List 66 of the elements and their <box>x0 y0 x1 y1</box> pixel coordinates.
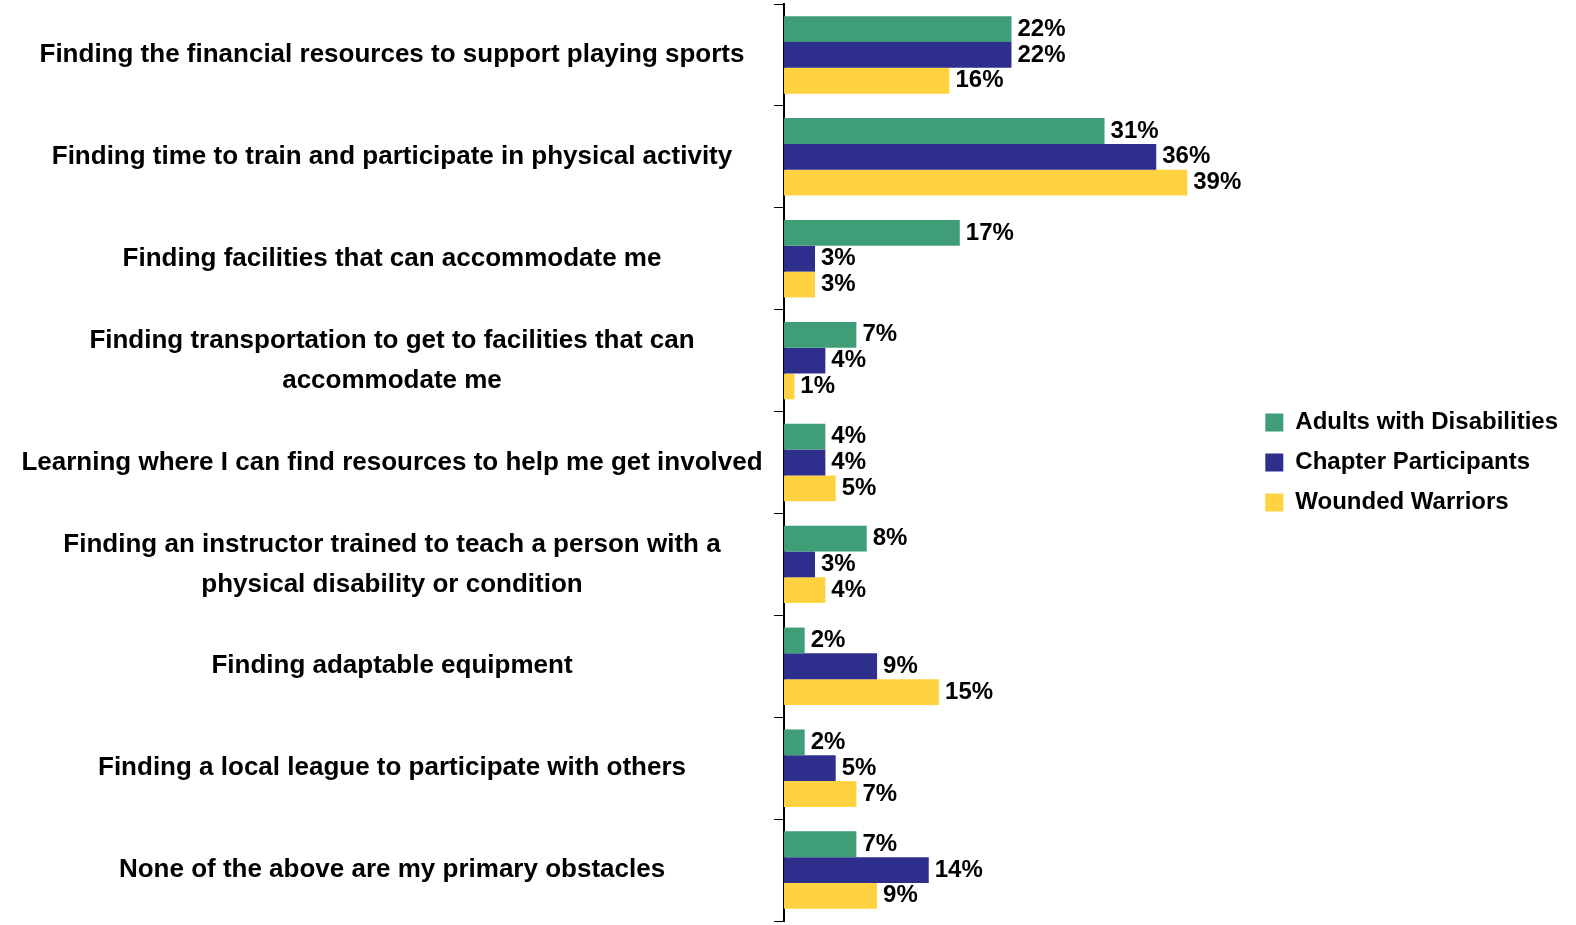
data-label: 5% <box>841 472 877 500</box>
bar <box>784 449 826 476</box>
y-tick-label: Finding transportation to get to facilities that can accommodate me <box>89 323 695 394</box>
data-label: 4% <box>831 345 867 373</box>
bar <box>784 882 878 909</box>
data-label: 22% <box>1017 13 1066 41</box>
bar <box>784 373 795 400</box>
bar <box>784 321 857 348</box>
data-label: 36% <box>1162 141 1211 169</box>
data-label: 17% <box>965 217 1014 245</box>
data-label: 31% <box>1110 115 1159 143</box>
data-label: 16% <box>955 65 1004 93</box>
bar <box>784 525 867 552</box>
y-tick-label: Finding a local league to participate with others <box>98 751 686 782</box>
y-tick-label: Finding adaptable equipment <box>211 649 573 680</box>
bar <box>784 475 836 502</box>
data-label: 2% <box>810 726 846 754</box>
bar <box>784 653 878 680</box>
bar <box>784 67 950 94</box>
bar <box>784 781 857 807</box>
y-tick-label: Learning where I can find resources to help me get involved <box>21 445 763 476</box>
data-label: 3% <box>821 549 856 577</box>
y-tick-label: Finding time to train and participate in physical activity <box>51 140 733 171</box>
data-label: 14% <box>934 854 983 882</box>
y-tick-label: None of the above are my primary obstacles <box>118 853 666 884</box>
bar <box>784 577 826 604</box>
bar <box>784 423 826 450</box>
data-label: 9% <box>883 880 918 908</box>
bar <box>784 143 1157 170</box>
bar <box>784 755 836 782</box>
bar <box>784 271 816 298</box>
bar <box>784 347 826 374</box>
data-label: 2% <box>810 625 846 653</box>
data-label: 8% <box>872 523 908 551</box>
legend-label: Chapter Participants <box>1295 447 1531 475</box>
bar <box>784 729 805 756</box>
bar <box>784 831 857 858</box>
bar <box>784 118 1105 144</box>
bar <box>784 679 940 705</box>
bar <box>784 16 1012 43</box>
data-label: 4% <box>831 574 867 602</box>
bar <box>784 245 816 272</box>
bar <box>784 857 929 883</box>
bar <box>784 220 960 246</box>
data-label: 5% <box>841 752 877 780</box>
data-label: 7% <box>862 319 898 347</box>
legend-label: Adults with Disabilities <box>1295 407 1558 435</box>
bar <box>784 42 1012 68</box>
data-label: 7% <box>862 778 898 806</box>
legend-label: Wounded Warriors <box>1295 487 1509 515</box>
bar <box>784 627 805 654</box>
data-label: 7% <box>862 828 898 856</box>
bar <box>784 169 1188 196</box>
data-label: 3% <box>821 243 856 271</box>
data-label: 9% <box>883 650 918 678</box>
data-label: 15% <box>945 676 994 704</box>
data-label: 4% <box>831 447 867 475</box>
y-tick-label: Finding the financial resources to support playing sports <box>39 38 745 69</box>
data-label: 39% <box>1193 167 1242 195</box>
data-label: 1% <box>800 371 836 399</box>
data-label: 4% <box>831 421 867 449</box>
data-label: 22% <box>1017 39 1066 67</box>
bar <box>784 551 816 578</box>
data-label: 3% <box>821 269 856 297</box>
y-tick-label: Finding facilities that can accommodate me <box>122 241 662 272</box>
y-tick-label: Finding an instructor trained to teach a person with a physical disability or condition <box>63 527 722 598</box>
